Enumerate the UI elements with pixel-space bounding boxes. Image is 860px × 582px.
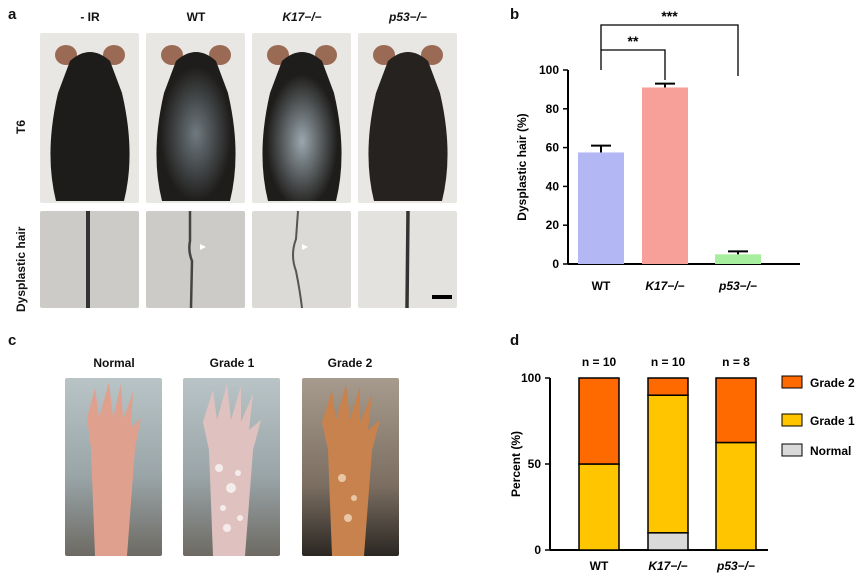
- scale-bar: [432, 295, 452, 299]
- chart-b: 0 20 40 60 80 100 Dysplastic hair (%) WT K17−/− p…: [515, 8, 800, 293]
- chart-d-bar-segment: [578, 463, 620, 551]
- chart-b-sig-bracket: [600, 24, 739, 76]
- arrowhead-icon: [200, 244, 206, 250]
- panel-c-col-grade2: Grade 2: [327, 356, 373, 370]
- chart-d-legend-swatch: [781, 443, 803, 457]
- mouse-photo-k17: [252, 33, 351, 203]
- chart-d-n-label: n = 10: [651, 355, 686, 369]
- mouse-photo-ir: [40, 33, 139, 203]
- panel-b-label: b: [510, 6, 520, 23]
- chart-b-xtick-label: p53−/−: [718, 279, 757, 293]
- chart-d-bar-segment: [647, 377, 689, 396]
- mouse-photo-p53: [358, 33, 457, 203]
- panel-a-col-wt: WT: [186, 10, 206, 24]
- chart-d-legend-swatch: [781, 375, 803, 389]
- hair-photo-p53: [358, 211, 457, 308]
- chart-d-ytick-label: 100: [521, 371, 541, 385]
- chart-b-sig-bracket: [600, 49, 666, 80]
- panel-a-row-t6: T6: [14, 119, 28, 134]
- chart-d-ylabel: Percent (%): [509, 431, 523, 497]
- chart-d-ytick-label: 50: [528, 457, 542, 471]
- hair-photo-k17: [252, 211, 351, 308]
- chart-b-bar: [642, 87, 688, 265]
- chart-b-xtick-label: K17−/−: [645, 279, 684, 293]
- panel-a-col-k17: K17−/−: [282, 10, 322, 24]
- panel-a-col-p53: p53−/−: [388, 10, 428, 24]
- chart-b-ytick-label: 40: [546, 179, 560, 193]
- chart-b-sig-label: **: [628, 33, 639, 49]
- chart-b-ytick-label: 0: [552, 257, 559, 271]
- chart-b-ytick-label: 80: [546, 102, 560, 116]
- panel-c-label: c: [8, 332, 17, 349]
- chart-d-n-label: n = 8: [722, 355, 750, 369]
- panel-d-label: d: [510, 332, 520, 349]
- panel-c-col-normal: Normal: [93, 356, 135, 370]
- hair-photo-wt: [146, 211, 245, 308]
- chart-d-xtick-label: K17−/−: [648, 559, 687, 573]
- chart-b-ylabel: Dysplastic hair (%): [515, 113, 529, 220]
- panel-c-col-grade1: Grade 1: [209, 356, 255, 370]
- chart-d-bar-segment: [647, 394, 689, 534]
- chart-b-xtick-label: WT: [592, 279, 611, 293]
- panel-a-row-dysplastic: Dysplastic hair: [14, 226, 28, 312]
- chart-d-ytick-label: 0: [534, 543, 541, 557]
- chart-b-bar: [578, 152, 624, 264]
- arrowhead-icon: [302, 244, 308, 250]
- paw-photo-normal: [65, 378, 162, 556]
- panel-a-col-ir: - IR: [80, 10, 100, 24]
- chart-d-legend-label: Grade 2: [810, 376, 855, 390]
- chart-d-bar-segment: [647, 532, 689, 551]
- panel-a-label: a: [8, 6, 17, 23]
- chart-d-bar-segment: [715, 377, 757, 444]
- paw-photo-grade2: [302, 378, 399, 556]
- chart-d-legend-label: Grade 1: [810, 414, 855, 428]
- chart-b-ytick-label: 60: [546, 141, 560, 155]
- mouse-photo-wt: [146, 33, 245, 203]
- chart-d-n-label: n = 10: [582, 355, 617, 369]
- chart-d-xtick-label: WT: [590, 559, 609, 573]
- chart-d-legend-swatch: [781, 413, 803, 427]
- chart-d-legend-label: Normal: [810, 444, 851, 458]
- chart-d-bar-segment: [715, 441, 757, 551]
- chart-b-ytick-label: 20: [546, 218, 560, 232]
- chart-d: 0 50 100 Percent (%) n = 10 WT n = 10 K17−/− n =…: [509, 355, 855, 573]
- chart-d-bar-segment: [578, 377, 620, 465]
- chart-b-bar: [715, 254, 761, 264]
- chart-b-ytick-label: 100: [539, 63, 559, 77]
- paw-photo-grade1: [183, 378, 280, 556]
- chart-b-sig-label: ***: [661, 8, 678, 24]
- chart-d-xtick-label: p53−/−: [716, 559, 755, 573]
- hair-photo-ir: [40, 211, 139, 308]
